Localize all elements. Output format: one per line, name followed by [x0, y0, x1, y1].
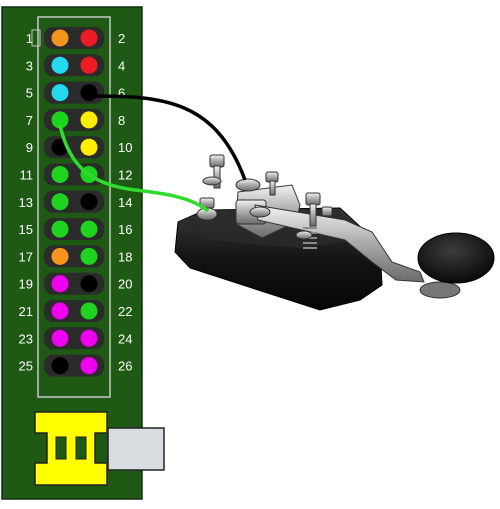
pin-25 [51, 357, 69, 375]
pin-1-marker [31, 29, 41, 47]
pin-number-label: 5 [26, 86, 33, 101]
pin-23 [51, 329, 69, 347]
pin-22 [80, 302, 98, 320]
pin-number-label: 1 [26, 31, 33, 46]
pin-3 [51, 56, 69, 74]
pin-number-label: 26 [118, 359, 132, 374]
key-knob [417, 232, 495, 284]
pin-24 [80, 329, 98, 347]
pin-number-label: 22 [118, 304, 132, 319]
connector-slot-left [55, 436, 67, 460]
pin-number-label: 20 [118, 277, 132, 292]
pin-number-label: 2 [118, 31, 125, 46]
key-screws [209, 154, 333, 240]
pin-8 [80, 111, 98, 129]
pin-number-label: 7 [26, 113, 33, 128]
connector-slot-right [75, 436, 87, 460]
pin-number-label: 8 [118, 113, 125, 128]
pin-1 [51, 29, 69, 47]
pin-number-label: 3 [26, 58, 33, 73]
pin-number-label: 15 [19, 222, 33, 237]
pin-number-label: 23 [19, 331, 33, 346]
pin-number-label: 9 [26, 140, 33, 155]
key-upper-terminal [235, 178, 261, 192]
pin-19 [51, 275, 69, 293]
pin-5 [51, 84, 69, 102]
pin-number-label: 4 [118, 58, 125, 73]
pin-16 [80, 220, 98, 238]
pin-14 [80, 193, 98, 211]
pin-number-label: 16 [118, 222, 132, 237]
yellow-connector [34, 411, 108, 486]
pin-10 [80, 138, 98, 156]
pin-number-label: 19 [19, 277, 33, 292]
pin-number-label: 6 [118, 86, 125, 101]
pin-number-label: 14 [118, 195, 132, 210]
key-knob-stem [419, 281, 461, 299]
pin-15 [51, 220, 69, 238]
usb-port [107, 427, 165, 471]
pin-number-label: 11 [20, 168, 34, 183]
pin-number-label: 12 [118, 168, 132, 183]
pin-11 [51, 166, 69, 183]
pin-header-outline [37, 16, 111, 398]
pin-6 [80, 84, 98, 102]
pin-number-label: 21 [19, 304, 33, 319]
pin-number-label: 24 [118, 331, 132, 346]
pin-number-label: 18 [118, 249, 132, 264]
pin-13 [51, 193, 69, 211]
pin-number-label: 17 [19, 249, 33, 264]
pin-20 [80, 275, 98, 293]
black-wire [88, 94, 247, 181]
green-wire [58, 124, 210, 213]
pin-number-label: 13 [19, 195, 33, 210]
pin-18 [80, 247, 98, 265]
pin-4 [80, 56, 98, 74]
pin-17 [51, 247, 69, 265]
morse-key [174, 154, 495, 311]
pin-26 [80, 357, 98, 375]
pin-number-label: 25 [19, 359, 33, 374]
pin-21 [51, 302, 69, 320]
pin-number-label: 10 [118, 140, 132, 155]
pin-2 [80, 29, 98, 47]
pin-7 [51, 111, 69, 129]
